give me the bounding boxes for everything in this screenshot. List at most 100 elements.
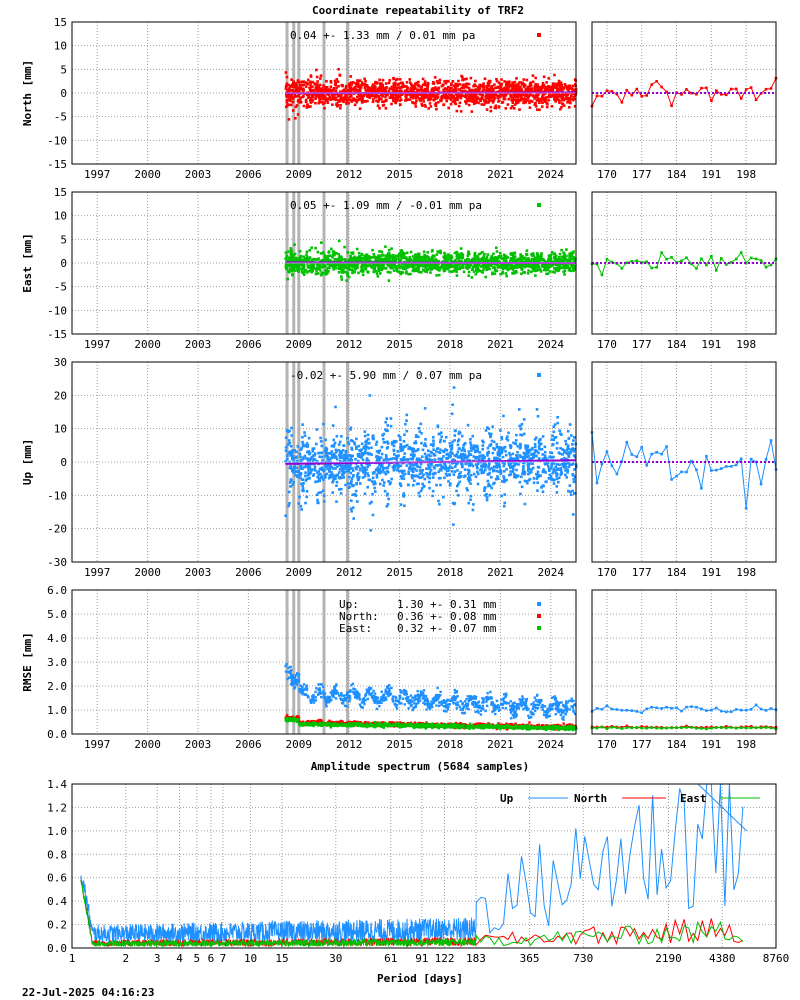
data-point (427, 268, 430, 271)
data-point (386, 270, 390, 274)
data-point (326, 457, 329, 460)
data-point (450, 270, 454, 273)
data-point (462, 86, 466, 90)
data-point (393, 81, 397, 85)
data-point (485, 84, 489, 88)
data-point (287, 490, 291, 494)
data-point (417, 85, 421, 88)
data-point (474, 97, 478, 101)
data-point (376, 264, 380, 268)
data-point (377, 255, 380, 259)
data-point (457, 456, 460, 459)
data-point (312, 473, 316, 476)
data-point (395, 440, 398, 443)
data-point (293, 257, 297, 261)
data-point (401, 265, 405, 269)
plot-frame (71, 21, 577, 165)
data-point (299, 465, 302, 468)
data-point (507, 83, 510, 87)
data-point (484, 265, 488, 269)
x-tick-label: 2018 (437, 566, 464, 579)
data-point (570, 251, 573, 255)
data-point (332, 97, 336, 101)
data-point (504, 272, 508, 275)
data-point (393, 90, 397, 93)
data-point (384, 93, 388, 97)
data-point (573, 92, 576, 96)
data-point (418, 97, 422, 100)
data-point (430, 258, 433, 261)
data-point (436, 250, 439, 253)
x-tick-label: 2018 (437, 338, 464, 351)
data-point (294, 116, 297, 120)
data-point (533, 442, 537, 446)
data-point (349, 95, 353, 98)
data-point (395, 267, 399, 271)
data-point (431, 494, 434, 498)
data-point (414, 269, 418, 273)
data-point (537, 451, 540, 455)
data-point (419, 93, 423, 96)
data-point (476, 448, 480, 451)
data-point (418, 88, 422, 92)
data-point (526, 87, 530, 90)
x-tick-label: 2021 (487, 168, 514, 181)
data-point (429, 98, 432, 101)
data-point (415, 81, 419, 85)
data-point (474, 101, 477, 105)
data-point (509, 253, 513, 256)
x-tick-label: 2015 (386, 168, 413, 181)
data-point (500, 257, 504, 261)
zoom-data-point (690, 91, 693, 95)
data-point (539, 474, 542, 477)
data-point (362, 470, 365, 474)
data-point (531, 80, 535, 84)
data-point (481, 97, 484, 100)
data-point (299, 455, 302, 459)
data-point (509, 446, 513, 450)
data-point (333, 452, 336, 456)
data-point (476, 450, 480, 453)
data-point (512, 441, 515, 445)
data-point (305, 442, 309, 445)
data-point (284, 449, 288, 452)
data-point (351, 469, 355, 472)
data-point (478, 451, 482, 454)
data-point (443, 260, 447, 264)
data-point (531, 466, 535, 470)
data-point (385, 257, 388, 261)
data-point (329, 259, 332, 262)
data-point (416, 255, 420, 259)
data-point (384, 472, 388, 476)
data-point (364, 441, 368, 444)
data-point (532, 481, 536, 485)
data-point (381, 253, 384, 257)
data-point (378, 272, 382, 275)
data-point (571, 443, 574, 446)
data-point (538, 443, 542, 446)
data-point (504, 256, 507, 260)
data-point (337, 267, 341, 270)
data-point (345, 455, 349, 459)
x-tick-label: 2018 (437, 168, 464, 181)
data-point (379, 470, 382, 474)
data-point (454, 87, 457, 90)
data-point (450, 461, 454, 465)
data-point (556, 257, 560, 261)
data-point (481, 439, 484, 443)
data-point (490, 260, 494, 263)
data-point (301, 83, 304, 87)
data-point (357, 255, 361, 259)
data-point (308, 80, 312, 84)
data-point (339, 106, 342, 110)
data-point (321, 88, 325, 92)
data-point (317, 267, 321, 271)
data-point (342, 476, 346, 479)
data-point (442, 265, 445, 269)
data-point (475, 269, 479, 272)
data-point (485, 96, 488, 100)
data-point (300, 80, 303, 84)
data-point (549, 475, 553, 478)
data-point (559, 446, 562, 450)
data-point (292, 466, 296, 469)
